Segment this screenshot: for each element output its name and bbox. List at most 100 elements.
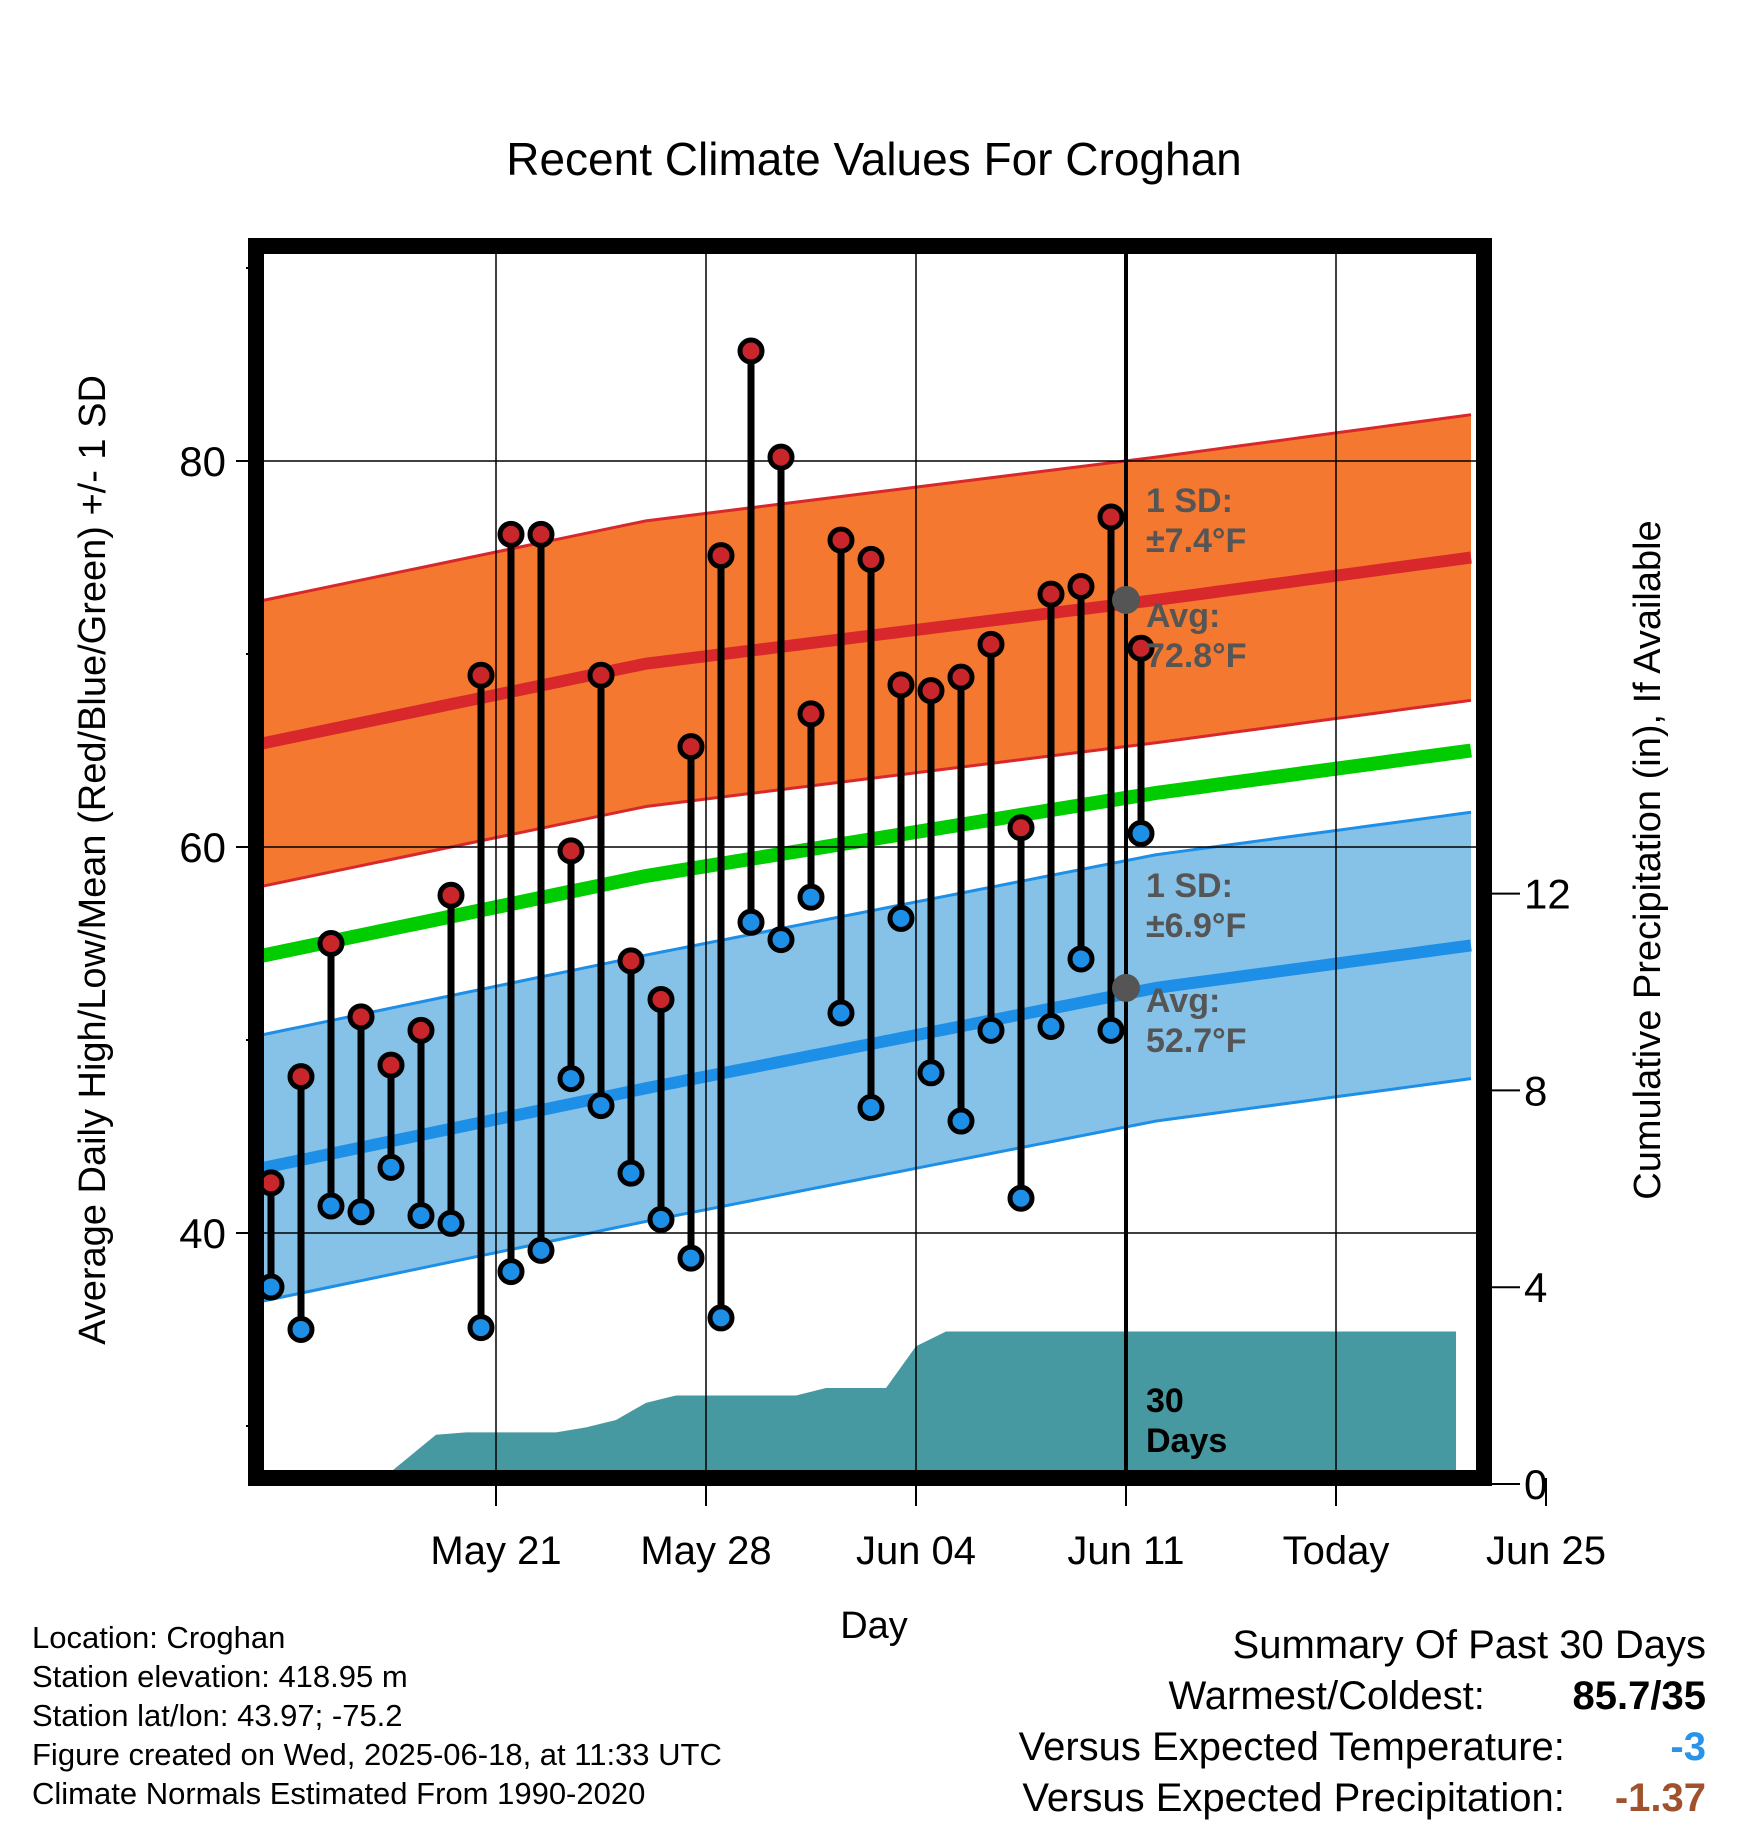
avg-high-marker xyxy=(1112,585,1140,614)
high-point xyxy=(437,881,465,909)
low-point xyxy=(707,1304,735,1332)
temp-value: -3 xyxy=(1670,1725,1706,1769)
low-point xyxy=(1127,819,1155,847)
low-point xyxy=(377,1153,405,1181)
low-point xyxy=(647,1205,675,1233)
low-point xyxy=(797,883,825,911)
low-point xyxy=(737,908,765,936)
x-tick-label: Jun 11 xyxy=(1067,1529,1184,1573)
summary-precip-row: Versus Expected Precipitation: -1.37 xyxy=(1019,1773,1706,1824)
low-point xyxy=(407,1202,435,1230)
high-point xyxy=(977,630,1005,658)
low-point xyxy=(617,1159,645,1187)
x-tick-label: May 21 xyxy=(430,1529,561,1573)
low-point xyxy=(947,1107,975,1135)
created-text: Figure created on Wed, 2025-06-18, at 11… xyxy=(32,1737,722,1772)
low-point xyxy=(677,1244,705,1272)
low-point xyxy=(917,1059,945,1087)
normal-high-band-upper xyxy=(256,413,1472,604)
high-point xyxy=(887,671,915,699)
normal-low-band xyxy=(256,812,1471,1303)
high-point xyxy=(287,1063,315,1091)
normal-low-band-upper xyxy=(256,810,1472,1038)
low-point xyxy=(557,1065,585,1093)
x-tick-label: Jun 25 xyxy=(1486,1529,1606,1573)
y2-axis-label: Cumulative Precipitation (in), If Availa… xyxy=(1627,520,1669,1199)
low-point xyxy=(767,926,795,954)
high-point xyxy=(857,545,885,573)
low-sd-value: ±6.9°F xyxy=(1146,907,1246,945)
low-point xyxy=(977,1016,1005,1044)
summary-title: Summary Of Past 30 Days xyxy=(1232,1623,1706,1667)
low-point xyxy=(347,1198,375,1226)
low-point xyxy=(1007,1184,1035,1212)
y-tick-label: 40 xyxy=(179,1210,226,1257)
temp-label: Versus Expected Temperature: xyxy=(1018,1725,1565,1769)
precip-label: Versus Expected Precipitation: xyxy=(1022,1776,1565,1820)
x-tick-label: Jun 04 xyxy=(856,1529,976,1573)
low-point xyxy=(1067,945,1095,973)
y2-tick-label: 8 xyxy=(1524,1067,1547,1114)
high-point xyxy=(1097,503,1125,531)
high-point xyxy=(497,520,525,548)
summary-panel: Summary Of Past 30 Days Warmest/Coldest:… xyxy=(1019,1620,1706,1824)
y-axis-label: Average Daily High/Low/Mean (Red/Blue/Gr… xyxy=(72,375,114,1345)
high-sd-value: ±7.4°F xyxy=(1146,522,1246,560)
low-point xyxy=(827,999,855,1027)
high-point xyxy=(1067,572,1095,600)
station-info: Location: Croghan Station elevation: 418… xyxy=(32,1618,722,1813)
low-point xyxy=(587,1092,615,1120)
y-tick-label: 80 xyxy=(179,438,226,485)
high-point xyxy=(347,1003,375,1031)
high-point xyxy=(587,661,615,689)
low-point xyxy=(437,1209,465,1237)
y2-tick-label: 0 xyxy=(1524,1461,1547,1508)
normals-text: Climate Normals Estimated From 1990-2020 xyxy=(32,1776,646,1811)
low-point xyxy=(1037,1012,1065,1040)
low-sd-label: 1 SD: xyxy=(1146,867,1233,905)
high-point xyxy=(317,930,345,957)
elevation-text: Station elevation: 418.95 m xyxy=(32,1659,408,1694)
normal-high-band xyxy=(256,414,1471,888)
days-label-line1: 30 xyxy=(1146,1382,1184,1420)
high-point xyxy=(677,733,705,761)
normal-high-band-lower xyxy=(256,698,1472,889)
plot-frame xyxy=(248,238,1492,1486)
high-point xyxy=(947,663,975,691)
x-axis-label: Day xyxy=(840,1605,908,1647)
summary-temp-row: Versus Expected Temperature: -3 xyxy=(1019,1722,1706,1773)
normal-low-line xyxy=(256,939,1472,1176)
high-point xyxy=(707,542,735,570)
high-point xyxy=(767,443,795,471)
high-avg-value: 72.8°F xyxy=(1146,637,1247,675)
high-point xyxy=(917,677,945,705)
high-point xyxy=(797,700,825,728)
chart-title: Recent Climate Values For Croghan xyxy=(506,133,1241,185)
low-point xyxy=(1097,1016,1125,1044)
normal-high-line xyxy=(256,551,1472,751)
high-point xyxy=(1037,580,1065,608)
y2-tick-label: 12 xyxy=(1524,871,1571,918)
precip-value: -1.37 xyxy=(1614,1776,1706,1820)
high-point xyxy=(617,947,645,975)
days-label-line2: Days xyxy=(1146,1422,1227,1460)
normal-low-band-lower xyxy=(256,1077,1472,1304)
high-point xyxy=(407,1016,435,1044)
warmest-value: 85.7/35 xyxy=(1572,1674,1706,1718)
high-point xyxy=(467,661,495,689)
y-tick-label: 60 xyxy=(179,824,226,871)
low-point xyxy=(497,1258,525,1286)
summary-warmest-row: Warmest/Coldest: 85.7/35 xyxy=(1019,1671,1707,1722)
high-point xyxy=(377,1051,405,1079)
low-point xyxy=(287,1316,315,1343)
high-point xyxy=(557,837,585,865)
high-point xyxy=(1127,634,1155,662)
avg-low-marker xyxy=(1112,973,1140,1002)
high-point xyxy=(527,520,555,548)
x-tick-label: Today xyxy=(1283,1529,1390,1573)
low-point xyxy=(467,1314,495,1342)
latlon-text: Station lat/lon: 43.97; -75.2 xyxy=(32,1698,403,1733)
